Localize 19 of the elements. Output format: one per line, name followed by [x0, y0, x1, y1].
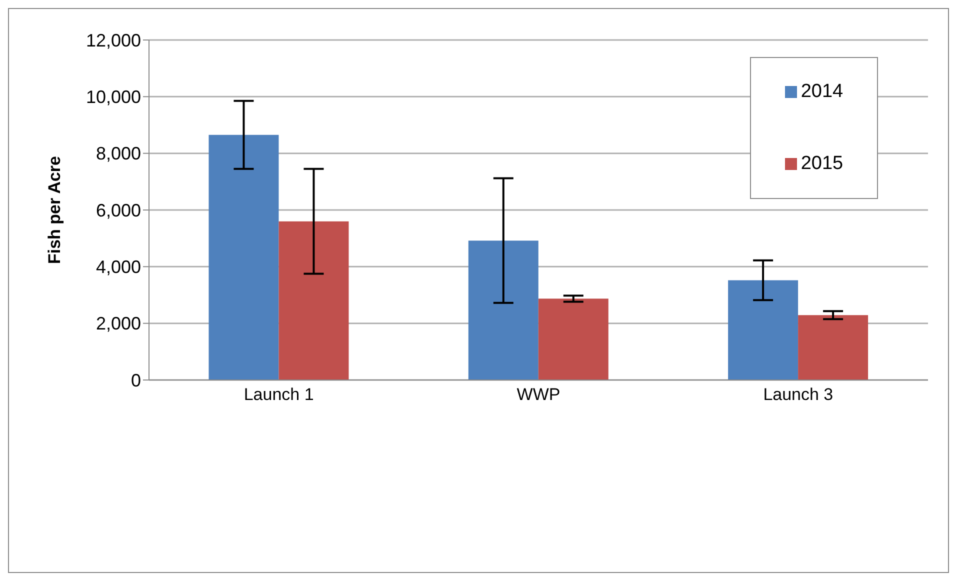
y-tick-label: 10,000 [86, 87, 141, 108]
legend-label: 2014 [800, 81, 844, 103]
x-tick-label: WWP [516, 385, 560, 404]
bar [208, 134, 279, 380]
y-tick-label: 2,000 [96, 314, 141, 334]
x-tick-label: Launch 1 [244, 385, 314, 404]
y-tick-label: 0 [130, 370, 141, 390]
y-tick-label: 6,000 [96, 200, 141, 220]
x-tick-label: Launch 3 [763, 385, 834, 404]
bar [278, 221, 349, 380]
bar [798, 315, 868, 380]
bar [468, 240, 538, 380]
legend-label: 2015 [800, 153, 844, 175]
y-tick-label: 12,000 [86, 30, 141, 50]
bar [538, 298, 608, 380]
y-tick-label: 4,000 [96, 257, 141, 278]
y-tick-label: 8,000 [96, 144, 141, 164]
y-axis-title: Fish per Acre [45, 156, 64, 264]
bar [728, 280, 798, 380]
